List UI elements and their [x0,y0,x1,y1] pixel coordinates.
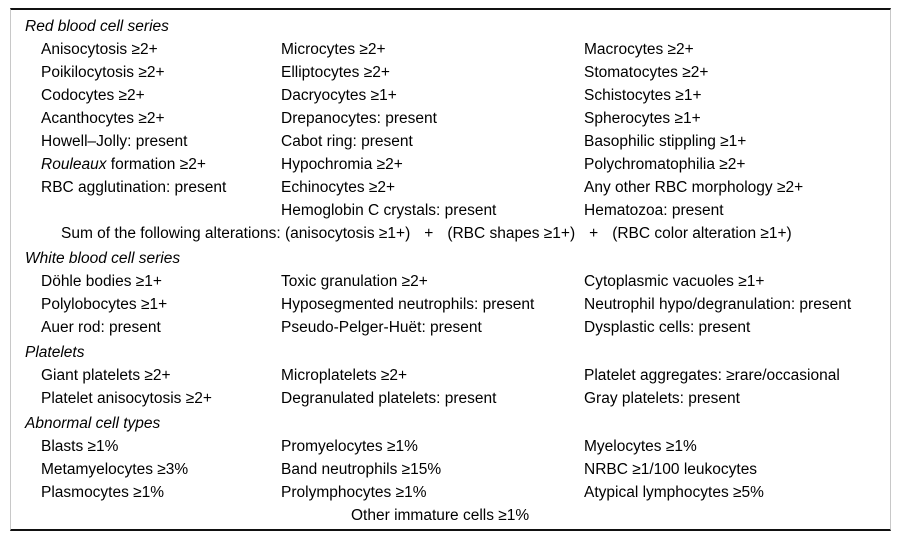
cell-col3: Myelocytes ≥1% [584,438,697,455]
table-row: Poikilocytosis ≥2+ Elliptocytes ≥2+ Stom… [25,61,890,84]
table-row: Acanthocytes ≥2+ Drepanocytes: present S… [25,107,890,130]
cell-col3: Gray platelets: present [584,390,740,407]
cell-col3: Platelet aggregates: ≥rare/occasional [584,367,840,384]
rouleaux-rest-text: formation ≥2+ [106,156,206,173]
cell-col1: Polylobocytes ≥1+ [41,296,168,313]
table-row: Codocytes ≥2+ Dacryocytes ≥1+ Schistocyt… [25,84,890,107]
table-row: Howell–Jolly: present Cabot ring: presen… [25,130,890,153]
cell-col1: Anisocytosis ≥2+ [41,41,158,58]
cell-col1: Codocytes ≥2+ [41,87,145,104]
cell-col3: Dysplastic cells: present [584,319,751,336]
cell-col2: Prolymphocytes ≥1% [281,484,427,501]
cell-col3: Macrocytes ≥2+ [584,41,694,58]
table-row: Plasmocytes ≥1% Prolymphocytes ≥1% Atypi… [25,481,890,504]
cell-col1: Giant platelets ≥2+ [41,367,171,384]
section-title-red-blood-cell-series: Red blood cell series [25,18,169,35]
cell-col3: Cytoplasmic vacuoles ≥1+ [584,273,765,290]
table-row: Giant platelets ≥2+ Microplatelets ≥2+ P… [25,364,890,387]
sum-part-rbc-color: (RBC color alteration ≥1+) [612,225,792,242]
cell-col3: Hematozoa: present [584,202,724,219]
cell-col2: Toxic granulation ≥2+ [281,273,428,290]
table-row: Rouleaux formation ≥2+ Hypochromia ≥2+ P… [25,153,890,176]
cell-col2: Echinocytes ≥2+ [281,179,396,196]
cell-col2: Hemoglobin C crystals: present [281,202,497,219]
rouleaux-italic-word: Rouleaux [41,156,107,173]
cell-col3: Neutrophil hypo/degranulation: present [584,296,852,313]
cell-col1: Metamyelocytes ≥3% [41,461,189,478]
cell-col1: Acanthocytes ≥2+ [41,110,165,127]
cell-col3: Stomatocytes ≥2+ [584,64,709,81]
cell-col2: Degranulated platelets: present [281,390,497,407]
table-row: Döhle bodies ≥1+ Toxic granulation ≥2+ C… [25,270,890,293]
cell-col2: Microcytes ≥2+ [281,41,386,58]
section-title-abnormal-cell-types: Abnormal cell types [25,415,161,432]
cell-col1: Blasts ≥1% [41,438,119,455]
section-title-white-blood-cell-series: White blood cell series [25,250,181,267]
cell-col3: Spherocytes ≥1+ [584,110,701,127]
plus-sign: + [424,225,434,242]
cell-col2: Hyposegmented neutrophils: present [281,296,535,313]
cell-col2: Elliptocytes ≥2+ [281,64,390,81]
cell-col1: Döhle bodies ≥1+ [41,273,162,290]
cell-col1: Howell–Jolly: present [41,133,188,150]
cell-col1: RBC agglutination: present [41,179,227,196]
other-immature-cells-row: Other immature cells ≥1% [351,507,530,524]
cell-col2: Pseudo-Pelger-Huët: present [281,319,482,336]
plus-sign: + [589,225,599,242]
cell-col2: Hypochromia ≥2+ [281,156,403,173]
cell-col3: Atypical lymphocytes ≥5% [584,484,764,501]
cell-col3: NRBC ≥1/100 leukocytes [584,461,758,478]
table-row: Anisocytosis ≥2+ Microcytes ≥2+ Macrocyt… [25,38,890,61]
cell-col2: Drepanocytes: present [281,110,437,127]
cell-col2: Band neutrophils ≥15% [281,461,442,478]
section-title-platelets: Platelets [25,344,85,361]
cell-col1 [41,199,281,222]
cell-col2: Cabot ring: present [281,133,413,150]
cell-col3: Polychromatophilia ≥2+ [584,156,746,173]
sum-part-rbc-shapes: (RBC shapes ≥1+) [447,225,576,242]
cell-col1: Poikilocytosis ≥2+ [41,64,165,81]
cell-col1: Plasmocytes ≥1% [41,484,165,501]
table-row: Platelet anisocytosis ≥2+ Degranulated p… [25,387,890,410]
table-row: Auer rod: present Pseudo-Pelger-Huët: pr… [25,316,890,339]
cell-col1: Platelet anisocytosis ≥2+ [41,390,212,407]
table-row: Metamyelocytes ≥3% Band neutrophils ≥15%… [25,458,890,481]
cell-col3: Basophilic stippling ≥1+ [584,133,747,150]
cell-col2: Microplatelets ≥2+ [281,367,408,384]
sum-part-anisocytosis: Sum of the following alterations: (aniso… [61,225,411,242]
table-row: Blasts ≥1% Promyelocytes ≥1% Myelocytes … [25,435,890,458]
table-row: Hemoglobin C crystals: present Hematozoa… [25,199,890,222]
cell-col2: Dacryocytes ≥1+ [281,87,397,104]
cell-col1: Auer rod: present [41,319,161,336]
cell-col3: Schistocytes ≥1+ [584,87,702,104]
cell-col1: Rouleaux formation ≥2+ [41,153,281,176]
cell-col2: Promyelocytes ≥1% [281,438,418,455]
cell-col3: Any other RBC morphology ≥2+ [584,179,804,196]
sum-of-alterations-row: Sum of the following alterations: (aniso… [25,222,890,245]
morphology-criteria-table: Red blood cell series Anisocytosis ≥2+ M… [10,8,891,531]
table-row: Polylobocytes ≥1+ Hyposegmented neutroph… [25,293,890,316]
table-row: RBC agglutination: present Echinocytes ≥… [25,176,890,199]
